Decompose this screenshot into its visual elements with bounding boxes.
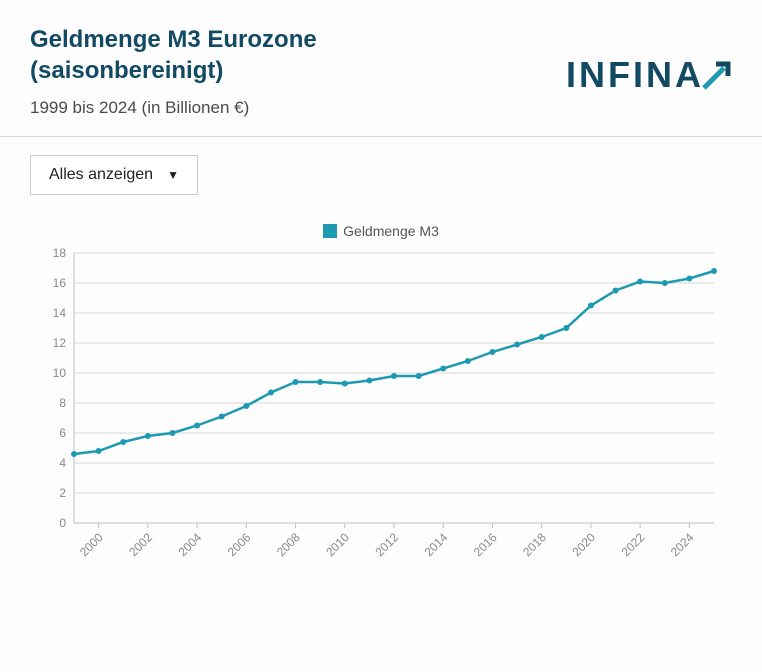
x-tick-label: 2018 xyxy=(520,530,549,559)
data-point xyxy=(194,423,200,429)
x-tick-label: 2006 xyxy=(225,530,254,559)
data-point xyxy=(711,268,717,274)
series-select-dropdown[interactable]: Alles anzeigen ▼ xyxy=(30,155,198,195)
page-subtitle: 1999 bis 2024 (in Billionen €) xyxy=(30,98,566,118)
data-point xyxy=(268,390,274,396)
y-tick-label: 6 xyxy=(59,426,66,440)
line-chart: 0 2 4 6 8 10 12 14 16 18 2000 2002 2004 2006 2008 2010 2… xyxy=(30,245,730,585)
select-label: Alles anzeigen xyxy=(49,166,153,184)
data-point xyxy=(514,342,520,348)
x-tick-label: 2010 xyxy=(323,530,352,559)
data-point xyxy=(440,366,446,372)
chart-legend: Geldmenge M3 xyxy=(30,223,732,239)
y-tick-label: 4 xyxy=(59,456,66,470)
data-point xyxy=(71,451,77,457)
data-point xyxy=(96,448,102,454)
data-point xyxy=(489,349,495,355)
legend-swatch xyxy=(323,224,337,238)
x-tick-label: 2020 xyxy=(569,530,598,559)
brand-logo: INFINA xyxy=(566,54,732,96)
y-tick-label: 12 xyxy=(53,336,67,350)
data-point xyxy=(588,303,594,309)
data-point xyxy=(662,280,668,286)
data-point xyxy=(637,279,643,285)
x-tick-label: 2014 xyxy=(422,530,451,559)
x-tick-label: 2012 xyxy=(372,530,401,559)
title-line-2: (saisonbereinigt) xyxy=(30,57,223,84)
data-point xyxy=(391,373,397,379)
data-point xyxy=(120,439,126,445)
data-point xyxy=(613,288,619,294)
chart-container: Geldmenge M3 0 2 4 6 8 10 12 14 16 18 2000 2002 2004… xyxy=(0,213,762,615)
y-tick-label: 10 xyxy=(53,366,67,380)
y-tick-label: 2 xyxy=(59,486,66,500)
title-line-1: Geldmenge M3 Eurozone xyxy=(30,26,317,53)
y-tick-label: 14 xyxy=(53,306,67,320)
series-line xyxy=(74,271,714,454)
x-tick-label: 2000 xyxy=(77,530,106,559)
x-tick-label: 2016 xyxy=(471,530,500,559)
y-tick-label: 18 xyxy=(53,246,67,260)
y-tick-label: 0 xyxy=(59,516,66,530)
x-tick-label: 2022 xyxy=(619,530,648,559)
y-tick-label: 8 xyxy=(59,396,66,410)
data-point xyxy=(219,414,225,420)
data-point xyxy=(169,430,175,436)
data-point xyxy=(686,276,692,282)
data-point xyxy=(293,379,299,385)
data-point xyxy=(465,358,471,364)
data-point xyxy=(539,334,545,340)
y-tick-label: 16 xyxy=(53,276,67,290)
caret-down-icon: ▼ xyxy=(167,168,179,182)
x-tick-label: 2004 xyxy=(176,530,205,559)
brand-arrow-icon xyxy=(702,58,732,92)
x-tick-label: 2002 xyxy=(126,530,155,559)
data-point xyxy=(366,378,372,384)
header: Geldmenge M3 Eurozone (saisonbereinigt) … xyxy=(0,0,762,137)
controls-bar: Alles anzeigen ▼ xyxy=(0,137,762,213)
data-point xyxy=(563,325,569,331)
brand-text: INFINA xyxy=(566,54,704,96)
data-point xyxy=(145,433,151,439)
x-tick-label: 2024 xyxy=(668,530,697,559)
data-point xyxy=(317,379,323,385)
data-point xyxy=(416,373,422,379)
page-title: Geldmenge M3 Eurozone (saisonbereinigt) xyxy=(30,24,566,86)
data-point xyxy=(243,403,249,409)
x-tick-label: 2008 xyxy=(274,530,303,559)
title-block: Geldmenge M3 Eurozone (saisonbereinigt) … xyxy=(30,24,566,118)
data-point xyxy=(342,381,348,387)
legend-label: Geldmenge M3 xyxy=(343,223,439,239)
